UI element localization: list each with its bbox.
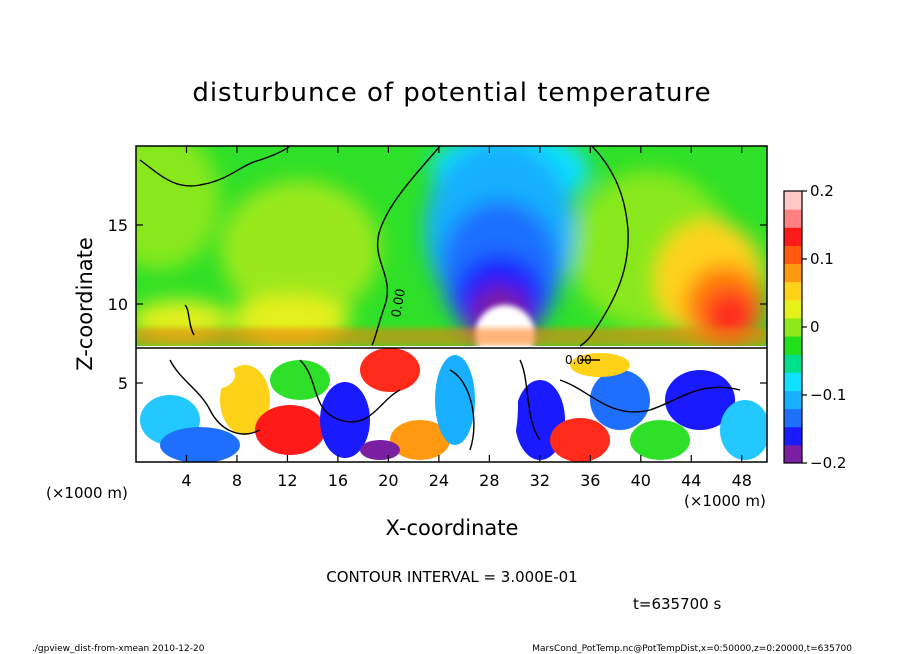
colorbar-swatch [784, 299, 802, 319]
y-axis-label: Z-coordinate [73, 237, 97, 371]
contour-label: 0.00 [389, 288, 409, 319]
x-tick-label: 12 [277, 471, 297, 490]
y-tick-label: 5 [118, 374, 128, 393]
x-tick-label: 36 [580, 471, 600, 490]
x-tick-label: 32 [530, 471, 550, 490]
contour-interval-text: CONTOUR INTERVAL = 3.000E-01 [326, 568, 577, 586]
x-tick-label: 44 [681, 471, 701, 490]
x-tick-label: 8 [232, 471, 242, 490]
lower-field [136, 346, 767, 462]
x-tick-label: 28 [479, 471, 499, 490]
colorbar-tick-label: 0 [810, 318, 820, 336]
colorbar-swatch [784, 336, 802, 355]
colorbar-swatch [784, 227, 802, 246]
colorbar-swatch [784, 354, 802, 373]
colorbar-swatch [784, 191, 802, 210]
colorbar-swatch [784, 281, 802, 301]
colorbar-tick-label: 0.2 [810, 182, 834, 200]
y-tick-label: 15 [108, 216, 128, 235]
y-axis: 5 10 15 [108, 216, 767, 393]
x-tick-label: 48 [732, 471, 752, 490]
x-tick-label: 4 [181, 471, 191, 490]
colorbar-swatch [784, 245, 802, 265]
footer-right: MarsCond_PotTemp.nc@PotTempDist,x=0:5000… [532, 644, 852, 654]
colorbar-swatch [784, 317, 802, 337]
x-unit-left: (×1000 m) [46, 484, 128, 502]
x-tick-label: 24 [429, 471, 449, 490]
footer-left: ./gpview_dist-from-xmean 2010-12-20 [32, 644, 205, 654]
x-axis: 4 8 12 16 20 24 28 32 36 40 44 48 [181, 146, 752, 490]
chart-title: disturbunce of potential temperature [192, 78, 711, 108]
colorbar-swatch [784, 408, 802, 428]
x-tick-label: 40 [631, 471, 651, 490]
time-text: t=635700 s [633, 595, 721, 613]
plot-area [136, 146, 767, 462]
colorbar-swatch [784, 444, 802, 464]
colorbar-swatch [784, 426, 802, 446]
colorbar-swatch [784, 390, 802, 410]
warm-layer [136, 328, 767, 346]
colorbar-tick-label: 0.1 [810, 250, 834, 268]
contour-lines [136, 146, 767, 451]
x-tick-label: 20 [378, 471, 398, 490]
x-axis-label: X-coordinate [386, 516, 519, 540]
y-tick-label: 10 [108, 295, 128, 314]
x-unit-right: (×1000 m) [684, 492, 766, 510]
colorbar: 0.2 0.1 0 −0.1 −0.2 [783, 182, 846, 472]
colorbar-swatch [784, 372, 802, 391]
x-tick-label: 16 [328, 471, 348, 490]
colorbar-swatch [784, 263, 802, 283]
colorbar-swatch [784, 209, 802, 228]
contour-label: 0.00 [565, 353, 592, 367]
colorbar-tick-label: −0.1 [810, 386, 846, 404]
colorbar-tick-label: −0.2 [810, 454, 846, 472]
